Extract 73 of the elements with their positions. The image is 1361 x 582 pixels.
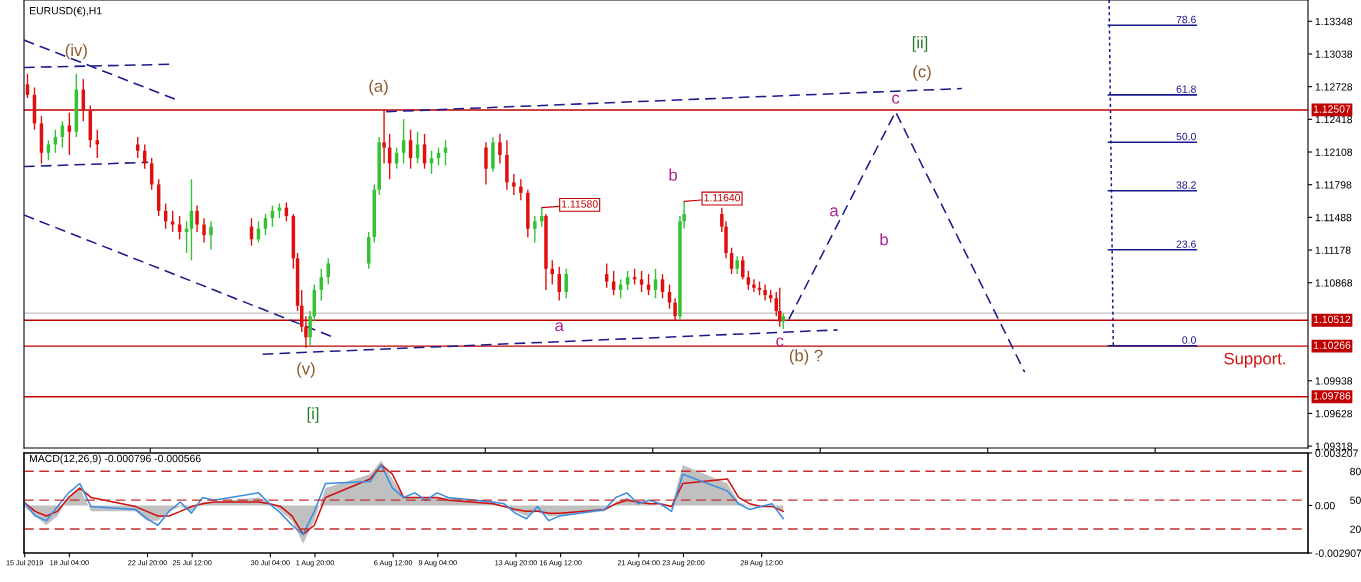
y2-tick-label: 50 xyxy=(1350,496,1361,504)
candlestick xyxy=(741,255,745,281)
ref-line-label: 1.10266 xyxy=(1313,341,1351,349)
candlestick xyxy=(540,206,544,228)
candlestick xyxy=(639,270,644,293)
candlestick xyxy=(533,215,537,244)
annotation: Support. xyxy=(1224,352,1285,368)
annotation: c xyxy=(776,337,784,347)
annotation: (c) xyxy=(913,65,931,81)
candlestick xyxy=(673,297,677,322)
y-tick-label: 1.09628 xyxy=(1315,409,1353,418)
y-tick-label: 1.09318 xyxy=(1315,442,1353,450)
series-label: 78.6 xyxy=(1176,15,1196,24)
y-tick-label: 1.12108 xyxy=(1315,148,1353,156)
series-label: 50.0 xyxy=(1176,132,1196,141)
y-tick-label: 1.10868 xyxy=(1315,279,1353,287)
ref-line-label: 1.09786 xyxy=(1313,392,1351,400)
candlestick xyxy=(60,120,65,149)
annotation: (b) ? xyxy=(789,349,823,365)
annotation: c xyxy=(892,94,900,104)
y-tick-label: 1.11488 xyxy=(1315,213,1352,222)
series-label: 23.6 xyxy=(1176,240,1196,248)
annotation: a xyxy=(555,322,564,332)
y-tick-label: 1.13038 xyxy=(1315,50,1353,58)
y2-tick-label: 20 xyxy=(1350,525,1361,533)
candlestick xyxy=(209,220,213,251)
candlestick xyxy=(746,270,751,291)
annotation: b xyxy=(880,233,888,246)
candlestick xyxy=(308,310,312,347)
y-tick-label: 1.13348 xyxy=(1315,17,1353,26)
series-label: 61.8 xyxy=(1176,85,1196,93)
y-tick-label: 1.09938 xyxy=(1315,377,1353,385)
annotation: (v) xyxy=(297,362,315,378)
ref-line-label: 1.12507 xyxy=(1313,105,1351,113)
ref-line-label: 1.10512 xyxy=(1313,315,1351,324)
annotation: [ii] xyxy=(912,36,928,52)
candlestick xyxy=(519,178,523,201)
candlestick xyxy=(195,204,199,233)
candlestick xyxy=(67,112,72,156)
y-tick-label: 1.11178 xyxy=(1315,246,1351,254)
candlestick xyxy=(484,141,488,186)
candlestick xyxy=(304,315,308,349)
candlestick xyxy=(382,108,386,165)
candlestick xyxy=(46,139,51,161)
candlestick xyxy=(564,268,568,300)
series-label: 38.2 xyxy=(1176,181,1196,189)
annotation: 1.11580 xyxy=(562,200,598,208)
y-tick-label: 1.12728 xyxy=(1315,83,1353,91)
candlestick xyxy=(512,173,516,196)
y-tick-label: 0.00 xyxy=(1315,501,1335,510)
candlestick xyxy=(170,210,175,233)
annotation: (iv) xyxy=(65,43,87,60)
y2-tick-label: 80 xyxy=(1350,467,1361,476)
y-tick-label: 1.11798 xyxy=(1315,181,1352,189)
y-tick-label: 1.12418 xyxy=(1315,115,1353,124)
candlestick xyxy=(611,270,616,296)
candlestick xyxy=(752,278,756,293)
annotation: b xyxy=(669,168,677,181)
chart-title: MACD(12,26,9) -0.000796 -0.000566 xyxy=(29,454,201,465)
candlestick xyxy=(202,217,206,244)
annotation: a xyxy=(830,207,839,217)
text: EURUSD(€),H1 xyxy=(29,6,102,17)
candlestick xyxy=(763,283,767,302)
annotation: 1.11640 xyxy=(704,193,741,202)
series-label: 0.0 xyxy=(1182,336,1196,344)
annotation: (a) xyxy=(369,79,388,96)
candlestick xyxy=(136,136,140,159)
candlestick xyxy=(498,133,502,165)
y-tick-label: 0.003207 xyxy=(1315,449,1358,457)
candlestick xyxy=(557,265,561,302)
y-tick-label: -0.002907 xyxy=(1315,549,1361,557)
annotation: [i] xyxy=(307,407,319,423)
candlestick xyxy=(625,270,630,291)
